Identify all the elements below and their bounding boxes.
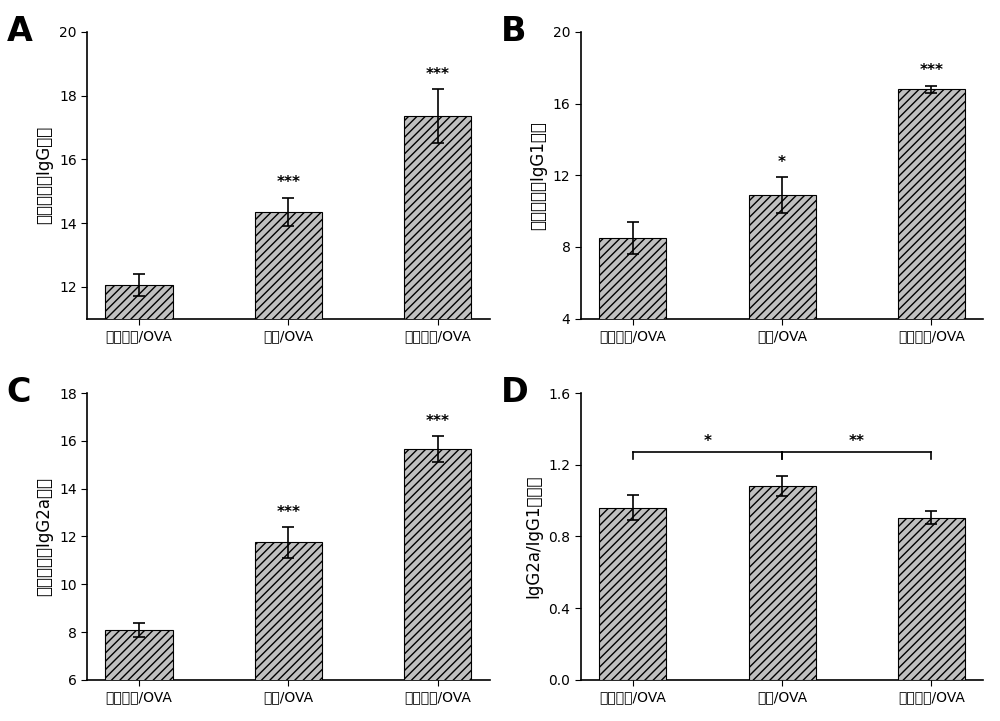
Bar xyxy=(749,195,816,391)
Bar xyxy=(255,212,322,669)
Y-axis label: 抗原特异性IgG1效价: 抗原特异性IgG1效价 xyxy=(529,121,547,230)
Text: ***: *** xyxy=(426,414,450,429)
Bar xyxy=(404,449,471,721)
Text: *: * xyxy=(778,155,786,170)
Y-axis label: 抗原特异性IgG2a效价: 抗原特异性IgG2a效价 xyxy=(35,477,53,596)
Bar xyxy=(599,508,666,680)
Bar xyxy=(898,518,965,680)
Y-axis label: IgG2a/IgG1的比值: IgG2a/IgG1的比值 xyxy=(525,474,543,598)
Bar xyxy=(599,238,666,391)
Y-axis label: 抗原特异性IgG效价: 抗原特异性IgG效价 xyxy=(35,126,53,224)
Text: ***: *** xyxy=(919,63,943,79)
Bar xyxy=(105,286,173,669)
Text: **: ** xyxy=(849,435,865,449)
Bar xyxy=(749,486,816,680)
Bar xyxy=(255,542,322,721)
Text: ***: *** xyxy=(276,175,300,190)
Text: B: B xyxy=(500,14,526,48)
Text: C: C xyxy=(7,376,31,409)
Text: ***: *** xyxy=(276,505,300,520)
Text: A: A xyxy=(7,14,33,48)
Text: ***: *** xyxy=(426,67,450,82)
Text: *: * xyxy=(703,435,711,449)
Bar xyxy=(898,89,965,391)
Bar xyxy=(404,116,471,669)
Bar xyxy=(105,629,173,721)
Text: D: D xyxy=(500,376,528,409)
